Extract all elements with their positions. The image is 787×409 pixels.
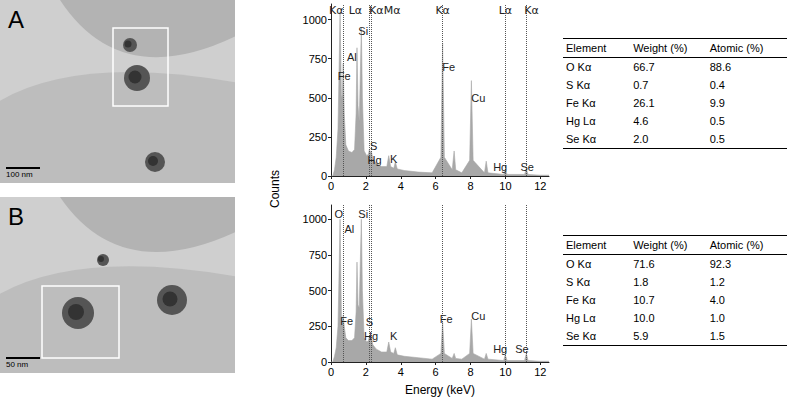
html-text:4.0: 4.0: [709, 294, 725, 306]
svg-text:Kα: Kα: [524, 4, 538, 17]
svg-text:8: 8: [467, 180, 473, 192]
svg-text:Hg: Hg: [493, 161, 507, 173]
html-text:9.9: 9.9: [709, 97, 725, 109]
svg-text:Kα: Kα: [369, 4, 383, 17]
html-text:0.4: 0.4: [709, 79, 725, 91]
svg-text:4: 4: [398, 180, 404, 192]
svg-text:Se: Se: [515, 343, 528, 355]
svg-text:Energy (keV): Energy (keV): [405, 383, 475, 397]
html-text:10.0: 10.0: [633, 312, 655, 324]
svg-text:0: 0: [328, 180, 334, 192]
html-text:0.5: 0.5: [709, 115, 725, 127]
html-text:88.6: 88.6: [709, 61, 732, 73]
svg-text:Hg: Hg: [493, 343, 507, 355]
html-text:50 nm: 50 nm: [6, 360, 29, 369]
html-text:S Kα: S Kα: [566, 276, 591, 288]
svg-text:Mα: Mα: [384, 4, 401, 17]
svg-text:Cu: Cu: [471, 92, 485, 104]
html-text:71.6: 71.6: [633, 258, 655, 270]
svg-text:500: 500: [309, 92, 327, 104]
html-text:Weight (%): Weight (%): [633, 42, 688, 54]
svg-text:12: 12: [534, 366, 546, 378]
svg-text:250: 250: [309, 131, 327, 143]
svg-text:8: 8: [467, 366, 473, 378]
svg-text:Lα: Lα: [499, 4, 512, 17]
html-text:O Kα: O Kα: [566, 61, 592, 73]
html-text:O Kα: O Kα: [566, 258, 592, 270]
svg-text:Hg: Hg: [368, 154, 382, 166]
svg-text:Fe: Fe: [340, 315, 353, 327]
svg-text:6: 6: [433, 180, 439, 192]
html-text:Se Kα: Se Kα: [566, 133, 597, 145]
svg-text:250: 250: [309, 320, 327, 332]
html-text:66.7: 66.7: [633, 61, 655, 73]
svg-text:10: 10: [499, 366, 511, 378]
html-text:5.9: 5.9: [633, 330, 649, 342]
svg-text:10: 10: [499, 180, 511, 192]
svg-text:S: S: [366, 316, 373, 328]
html-text:4.6: 4.6: [633, 115, 649, 127]
svg-text:Al: Al: [344, 223, 354, 235]
svg-text:0: 0: [321, 356, 327, 368]
svg-text:750: 750: [309, 53, 327, 65]
html-text:2.0: 2.0: [633, 133, 649, 145]
html-text:Hg Lα: Hg Lα: [566, 115, 596, 127]
svg-text:500: 500: [309, 285, 327, 297]
html-text:1.5: 1.5: [709, 330, 725, 342]
html-text:1.8: 1.8: [633, 276, 649, 288]
svg-text:2: 2: [363, 180, 369, 192]
html-text:92.3: 92.3: [709, 258, 732, 270]
svg-text:Si: Si: [358, 25, 368, 37]
svg-text:12: 12: [534, 180, 546, 192]
svg-text:Kα: Kα: [329, 4, 343, 17]
svg-text:Lα: Lα: [349, 4, 362, 17]
html-text:Hg Lα: Hg Lα: [566, 312, 596, 324]
html-text:1.0: 1.0: [709, 312, 725, 324]
html-text:Counts: Counts: [268, 170, 282, 208]
svg-text:4: 4: [398, 366, 404, 378]
html-text:0.5: 0.5: [709, 133, 725, 145]
svg-text:Cu: Cu: [471, 310, 485, 322]
svg-text:1000: 1000: [303, 213, 327, 225]
svg-text:K: K: [390, 330, 398, 342]
html-text:A: A: [8, 6, 24, 33]
html-text:B: B: [8, 203, 24, 230]
svg-text:O: O: [335, 208, 344, 220]
svg-text:1000: 1000: [303, 14, 327, 26]
html-text:Fe Kα: Fe Kα: [566, 294, 596, 306]
svg-text:6: 6: [433, 366, 439, 378]
html-text:100 nm: 100 nm: [6, 170, 33, 179]
svg-text:Hg: Hg: [364, 330, 378, 342]
html-text:Element: Element: [566, 239, 607, 251]
svg-text:0: 0: [328, 366, 334, 378]
svg-text:0: 0: [321, 170, 327, 182]
html-text:Weight (%): Weight (%): [633, 239, 688, 251]
svg-text:K: K: [390, 153, 398, 165]
svg-text:Fe: Fe: [442, 61, 455, 73]
svg-text:Fe: Fe: [338, 70, 351, 82]
html-text:26.1: 26.1: [633, 97, 655, 109]
html-text:S Kα: S Kα: [566, 79, 591, 91]
html-text:Element: Element: [566, 42, 607, 54]
svg-text:Si: Si: [358, 208, 368, 220]
html-text:Fe Kα: Fe Kα: [566, 97, 596, 109]
svg-text:Kα: Kα: [435, 4, 449, 17]
html-text:Atomic (%): Atomic (%): [709, 239, 764, 251]
html-text:0.7: 0.7: [633, 79, 649, 91]
svg-text:Fe: Fe: [440, 313, 453, 325]
svg-text:2: 2: [363, 366, 369, 378]
svg-text:Al: Al: [347, 51, 357, 63]
html-text:10.7: 10.7: [633, 294, 655, 306]
html-text:Se Kα: Se Kα: [566, 330, 597, 342]
svg-text:S: S: [370, 140, 377, 152]
html-text:Atomic (%): Atomic (%): [709, 42, 764, 54]
html-text:1.2: 1.2: [709, 276, 725, 288]
svg-text:Se: Se: [520, 161, 533, 173]
svg-text:750: 750: [309, 249, 327, 261]
